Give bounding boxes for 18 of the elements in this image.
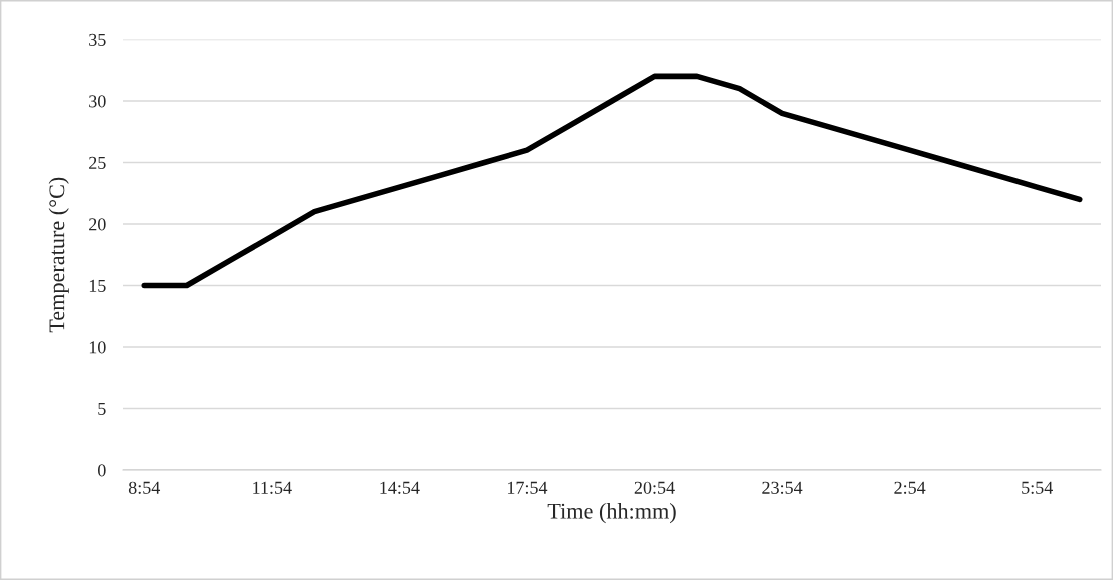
y-tick-label: 35 xyxy=(89,33,106,46)
y-axis-title: Temperature (°C) xyxy=(48,177,69,333)
x-tick-label: 8:54 xyxy=(128,481,161,494)
x-axis-title: Time (hh:mm) xyxy=(547,503,676,524)
x-tick-label: 2:54 xyxy=(894,481,926,494)
x-tick-label: 11:54 xyxy=(253,481,292,494)
x-tick-label: 17:54 xyxy=(507,481,548,494)
x-tick-label: 14:54 xyxy=(380,481,420,494)
y-tick-label: 25 xyxy=(89,156,106,169)
x-tick-label: 23:54 xyxy=(762,481,803,494)
x-tick-label: 20:54 xyxy=(634,481,675,494)
y-tick-label: 0 xyxy=(97,464,106,477)
y-tick-label: 15 xyxy=(89,279,106,292)
y-tick-label: 10 xyxy=(89,341,106,354)
y-tick-label: 30 xyxy=(89,95,106,108)
x-tick-label: 5:54 xyxy=(1022,481,1053,494)
y-tick-label: 20 xyxy=(89,218,106,231)
y-tick-label: 5 xyxy=(98,402,106,415)
